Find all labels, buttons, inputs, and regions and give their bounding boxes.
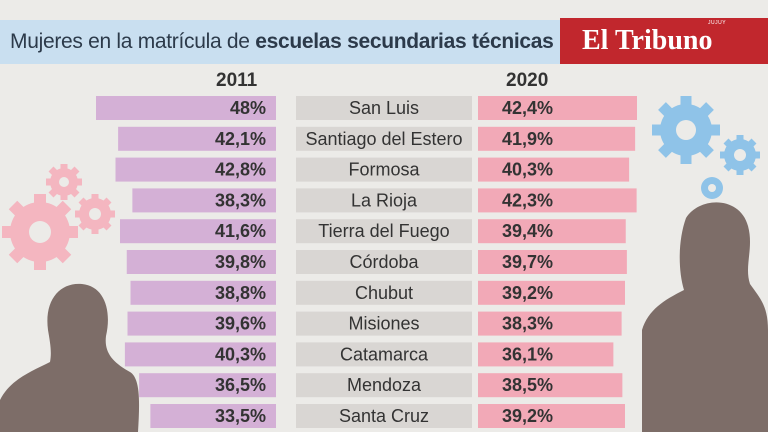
bar-2011 <box>139 373 276 398</box>
category-box <box>296 373 472 398</box>
category-box <box>296 126 472 151</box>
bar-2020 <box>478 96 637 120</box>
category-box <box>296 96 472 120</box>
bar-2011 <box>120 219 276 244</box>
category-label: Córdoba <box>349 252 419 272</box>
title-light: Mujeres en la matrícula de <box>10 30 250 53</box>
gear-pink-small-icon <box>46 164 115 234</box>
value-label-2011: 38,3% <box>215 190 266 210</box>
category-label: Tierra del Fuego <box>318 221 449 241</box>
category-label: Catamarca <box>340 344 429 364</box>
category-box <box>296 188 472 213</box>
value-label-2020: 36,1% <box>502 344 553 364</box>
category-box <box>296 280 472 305</box>
value-label-2011: 36,5% <box>215 375 266 395</box>
year-label-2011: 2011 <box>216 70 258 91</box>
bar-2011 <box>130 280 276 305</box>
bar-2020 <box>478 373 623 398</box>
value-label-2020: 38,3% <box>502 314 553 334</box>
header: Mujeres en la matrícula de escuelas secu… <box>0 0 768 64</box>
category-box <box>296 250 472 274</box>
value-label-2011: 41,6% <box>215 221 266 241</box>
category-label: Misiones <box>348 314 419 334</box>
brand-name: El Tribuno <box>582 25 713 56</box>
value-label-2020: 42,4% <box>502 98 553 118</box>
year-label-2020: 2020 <box>506 70 549 91</box>
bar-2011 <box>115 157 276 182</box>
category-label: Santiago del Estero <box>305 129 462 149</box>
category-box <box>296 404 472 428</box>
bar-2011 <box>132 188 276 213</box>
value-label-2020: 39,7% <box>502 252 553 272</box>
value-label-2020: 39,2% <box>502 283 553 303</box>
value-label-2020: 39,4% <box>502 221 553 241</box>
bar-2020 <box>478 342 614 367</box>
gear-blue-icon <box>652 96 760 199</box>
category-box <box>296 342 472 367</box>
woman-silhouette-right-icon <box>642 202 768 432</box>
value-label-2020: 40,3% <box>502 160 553 180</box>
bar-2020 <box>478 126 636 151</box>
category-label: San Luis <box>349 98 419 118</box>
value-label-2011: 42,8% <box>215 160 266 180</box>
bar-2020 <box>478 219 626 244</box>
bar-2020 <box>478 250 627 274</box>
category-label: Santa Cruz <box>339 406 429 426</box>
value-label-2011: 33,5% <box>215 406 266 426</box>
chart-title: Mujeres en la matrícula de escuelas secu… <box>10 30 554 54</box>
gear-pink-icon <box>2 194 78 270</box>
bar-2011 <box>96 96 276 120</box>
category-label: Chubut <box>355 283 413 303</box>
bar-2011 <box>124 342 276 367</box>
value-label-2011: 38,8% <box>215 283 266 303</box>
category-label: La Rioja <box>351 190 418 210</box>
value-label-2020: 42,3% <box>502 190 553 210</box>
category-label: Formosa <box>348 160 420 180</box>
value-label-2011: 39,8% <box>215 252 266 272</box>
bar-2011 <box>150 404 276 428</box>
bar-2011 <box>126 250 276 274</box>
category-box <box>296 219 472 244</box>
title-bold: escuelas secundarias técnicas <box>255 30 554 53</box>
value-label-2011: 39,6% <box>215 314 266 334</box>
woman-silhouette-left-icon <box>0 283 140 432</box>
brand-tag: JUJUY <box>708 20 727 26</box>
value-label-2020: 38,5% <box>502 375 553 395</box>
bar-2020 <box>478 188 637 213</box>
value-label-2020: 41,9% <box>502 129 553 149</box>
bar-2011 <box>118 126 276 151</box>
value-label-2020: 39,2% <box>502 406 553 426</box>
title-bar: Mujeres en la matrícula de escuelas secu… <box>0 20 560 64</box>
category-box <box>296 311 472 336</box>
bar-2020 <box>478 280 625 305</box>
bar-2020 <box>478 311 622 336</box>
bar-2011 <box>127 311 276 336</box>
bar-2020 <box>478 404 625 428</box>
category-label: Mendoza <box>347 375 422 395</box>
brand-logo: JUJUY El Tribuno <box>560 18 768 64</box>
category-box <box>296 157 472 182</box>
bar-2020 <box>478 157 630 182</box>
value-label-2011: 42,1% <box>215 129 266 149</box>
value-label-2011: 48% <box>230 98 266 118</box>
value-label-2011: 40,3% <box>215 344 266 364</box>
